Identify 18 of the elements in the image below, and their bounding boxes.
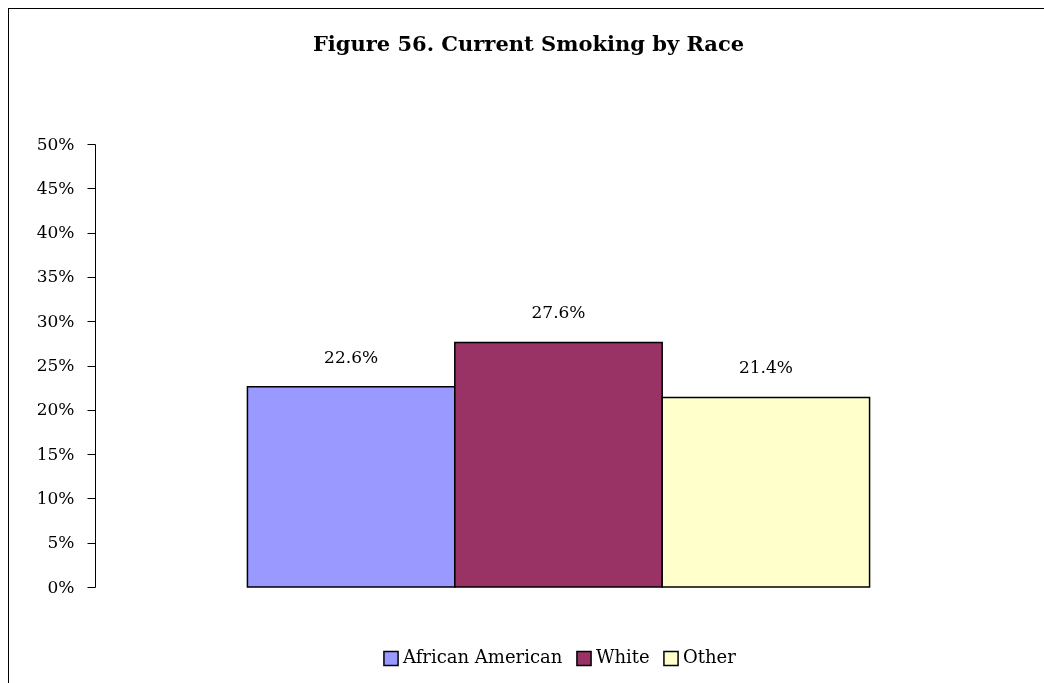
data-label: 27.6% — [531, 302, 586, 323]
y-tick-label: 15% — [36, 443, 75, 464]
y-tick-label: 10% — [36, 487, 75, 508]
legend-label: African American — [402, 646, 563, 668]
y-tick-label: 20% — [36, 399, 75, 420]
y-tick-label: 5% — [47, 532, 75, 553]
chart-title: Figure 56. Current Smoking by Race — [312, 31, 745, 56]
y-tick-label: 35% — [36, 266, 75, 287]
data-label: 21.4% — [738, 357, 793, 378]
y-tick-label: 0% — [47, 576, 75, 597]
y-tick-label: 45% — [36, 177, 75, 198]
y-tick-label: 25% — [36, 355, 75, 375]
y-tick-label: 50% — [36, 133, 75, 154]
y-tick-label: 40% — [36, 222, 75, 243]
data-label: 22.6% — [324, 346, 379, 367]
legend-label: Other — [683, 646, 737, 668]
y-tick-label: 30% — [36, 310, 75, 331]
legend-label: White — [596, 646, 650, 668]
